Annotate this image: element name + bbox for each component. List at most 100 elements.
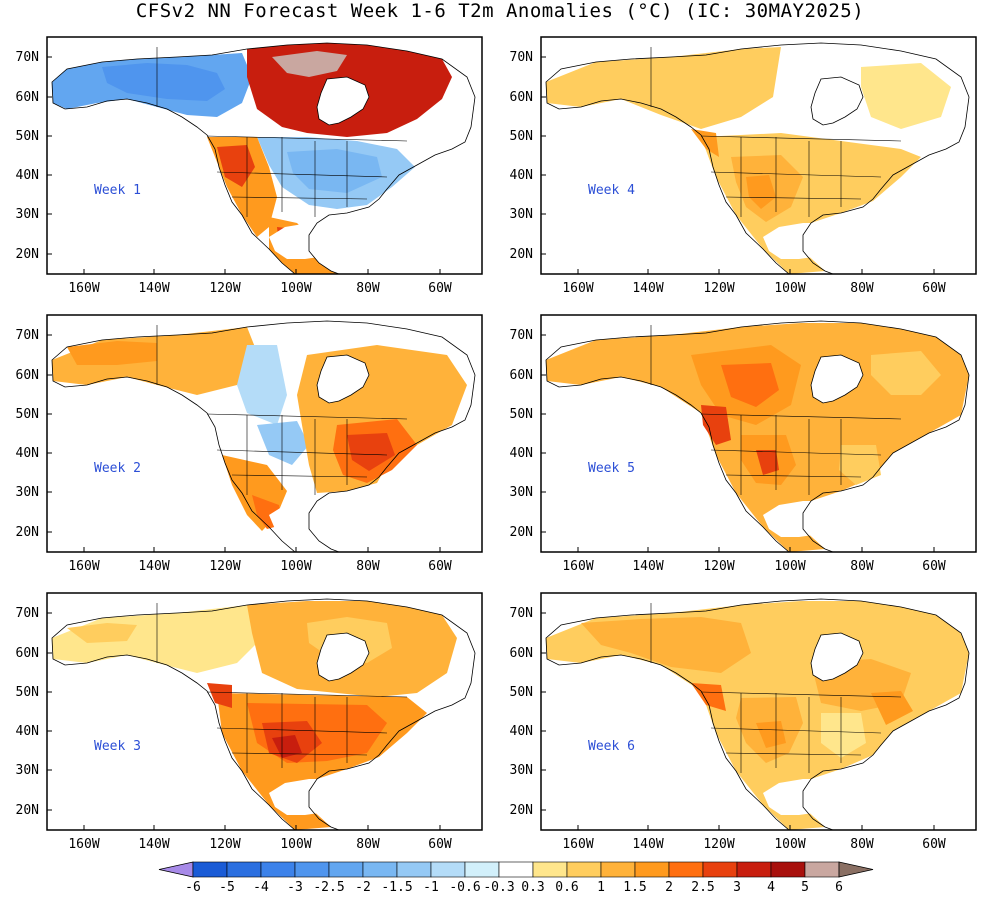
map-panel-3: 70N 60N 50N 40N 30N 20N 160W 140W 120W 100W 80W 60W… (16, 314, 483, 574)
lat-tick-label: 60N (510, 646, 533, 661)
gulf-of-mexico (763, 501, 841, 537)
border-line (725, 474, 862, 478)
lon-tick-label: 160W (562, 281, 593, 296)
anomaly-region (821, 713, 866, 758)
hudson-bay (316, 76, 370, 126)
lon-tick-label: 100W (280, 559, 311, 574)
border-line (216, 727, 388, 734)
anomaly-region (347, 433, 395, 471)
border-line (710, 449, 882, 456)
border-line (216, 449, 388, 456)
colorbar-label: -2.5 (313, 880, 344, 895)
lat-tick-label: 20N (510, 247, 533, 262)
lat-tick-label: 70N (510, 606, 533, 621)
border-line (710, 171, 882, 178)
lon-tick-label: 160W (562, 837, 593, 852)
hudson-bay (810, 76, 864, 126)
colorbar: -6 -5 -4 -3 -2.5 -2 -1.5 -1 -0.6 -0.3 0.3 0.6 1 1.5 2 2… (158, 861, 874, 895)
week-label: Week 2 (94, 461, 141, 476)
week-label: Week 4 (588, 183, 635, 198)
lat-tick-label: 20N (16, 803, 39, 818)
lat-tick-label: 70N (510, 50, 533, 65)
colorbar-label: 0.6 (555, 880, 578, 895)
border-line (700, 413, 902, 420)
anomaly-region (272, 735, 302, 758)
colorbar-segment (634, 861, 670, 878)
lat-tick-label: 60N (510, 368, 533, 383)
panel-frame (46, 592, 483, 831)
anomaly-region (721, 363, 779, 407)
lat-tick-label: 50N (510, 685, 533, 700)
border-line (700, 691, 902, 698)
lat-tick-label: 30N (510, 763, 533, 778)
lon-tick-label: 60W (428, 281, 452, 296)
border-line (710, 727, 882, 734)
lon-tick-label: 100W (280, 837, 311, 852)
lon-tick-label: 60W (922, 837, 946, 852)
lat-tick-label: 30N (510, 485, 533, 500)
panel-frame (540, 314, 977, 553)
colorbar-segment (192, 861, 228, 878)
lon-tick-label: 80W (356, 837, 380, 852)
lat-tick-label: 50N (16, 407, 39, 422)
lon-tick-label: 140W (138, 837, 169, 852)
border-line (206, 135, 408, 142)
lon-tick-label: 140W (632, 837, 663, 852)
colorbar-max-arrow (838, 861, 874, 878)
colorbar-label: 1 (597, 880, 605, 895)
panel-frame (540, 36, 977, 275)
lat-tick-label: 50N (16, 129, 39, 144)
lon-tick-label: 140W (138, 559, 169, 574)
coastline (545, 598, 970, 830)
lat-tick-label: 40N (16, 724, 39, 739)
colorbar-segment (362, 861, 398, 878)
lat-tick-label: 60N (16, 368, 39, 383)
panel-frame (46, 314, 483, 553)
map-panel-4: 70N 60N 50N 40N 30N 20N 160W 140W 120W 100W 80W 60W… (510, 314, 977, 574)
colorbar-label: -3 (287, 880, 303, 895)
gulf-of-mexico (763, 779, 841, 815)
colorbar-segment (498, 861, 534, 878)
colorbar-label: 2.5 (691, 880, 714, 895)
anomaly-region (701, 405, 731, 445)
colorbar-label: 3 (733, 880, 741, 895)
colorbar-label: -1 (423, 880, 439, 895)
anomaly-region (871, 691, 913, 725)
anomaly-region (871, 351, 941, 395)
border-line (216, 171, 388, 178)
lon-tick-label: 100W (774, 281, 805, 296)
lat-tick-label: 20N (510, 803, 533, 818)
lat-tick-label: 50N (510, 407, 533, 422)
anomaly-region (746, 175, 776, 209)
lon-tick-label: 120W (703, 559, 734, 574)
lat-tick-label: 70N (16, 328, 39, 343)
figure-title: CFSv2 NN Forecast Week 1-6 T2m Anomalies… (135, 0, 865, 22)
anomaly-region (839, 445, 881, 485)
lon-tick-label: 80W (356, 281, 380, 296)
colorbar-label: -4 (253, 880, 269, 895)
colorbar-label: -5 (219, 880, 235, 895)
colorbar-segment (566, 861, 602, 878)
week-label: Week 5 (588, 461, 635, 476)
panel-frame (540, 592, 977, 831)
colorbar-segment (226, 861, 262, 878)
lat-tick-label: 70N (16, 606, 39, 621)
lat-tick-label: 40N (510, 168, 533, 183)
colorbar-label: -0.3 (483, 880, 514, 895)
lon-tick-label: 160W (68, 559, 99, 574)
lon-tick-label: 140W (632, 559, 663, 574)
hudson-bay (316, 632, 370, 682)
lon-tick-label: 60W (922, 281, 946, 296)
lon-tick-label: 140W (632, 281, 663, 296)
gulf-of-mexico (763, 223, 841, 259)
lat-tick-label: 30N (16, 485, 39, 500)
lat-tick-label: 30N (16, 207, 39, 222)
anomaly-region (52, 605, 257, 673)
lon-tick-label: 160W (68, 281, 99, 296)
lat-tick-label: 50N (510, 129, 533, 144)
lat-tick-label: 60N (16, 90, 39, 105)
lon-tick-label: 100W (774, 837, 805, 852)
coastline (51, 598, 476, 830)
lon-tick-label: 120W (703, 837, 734, 852)
